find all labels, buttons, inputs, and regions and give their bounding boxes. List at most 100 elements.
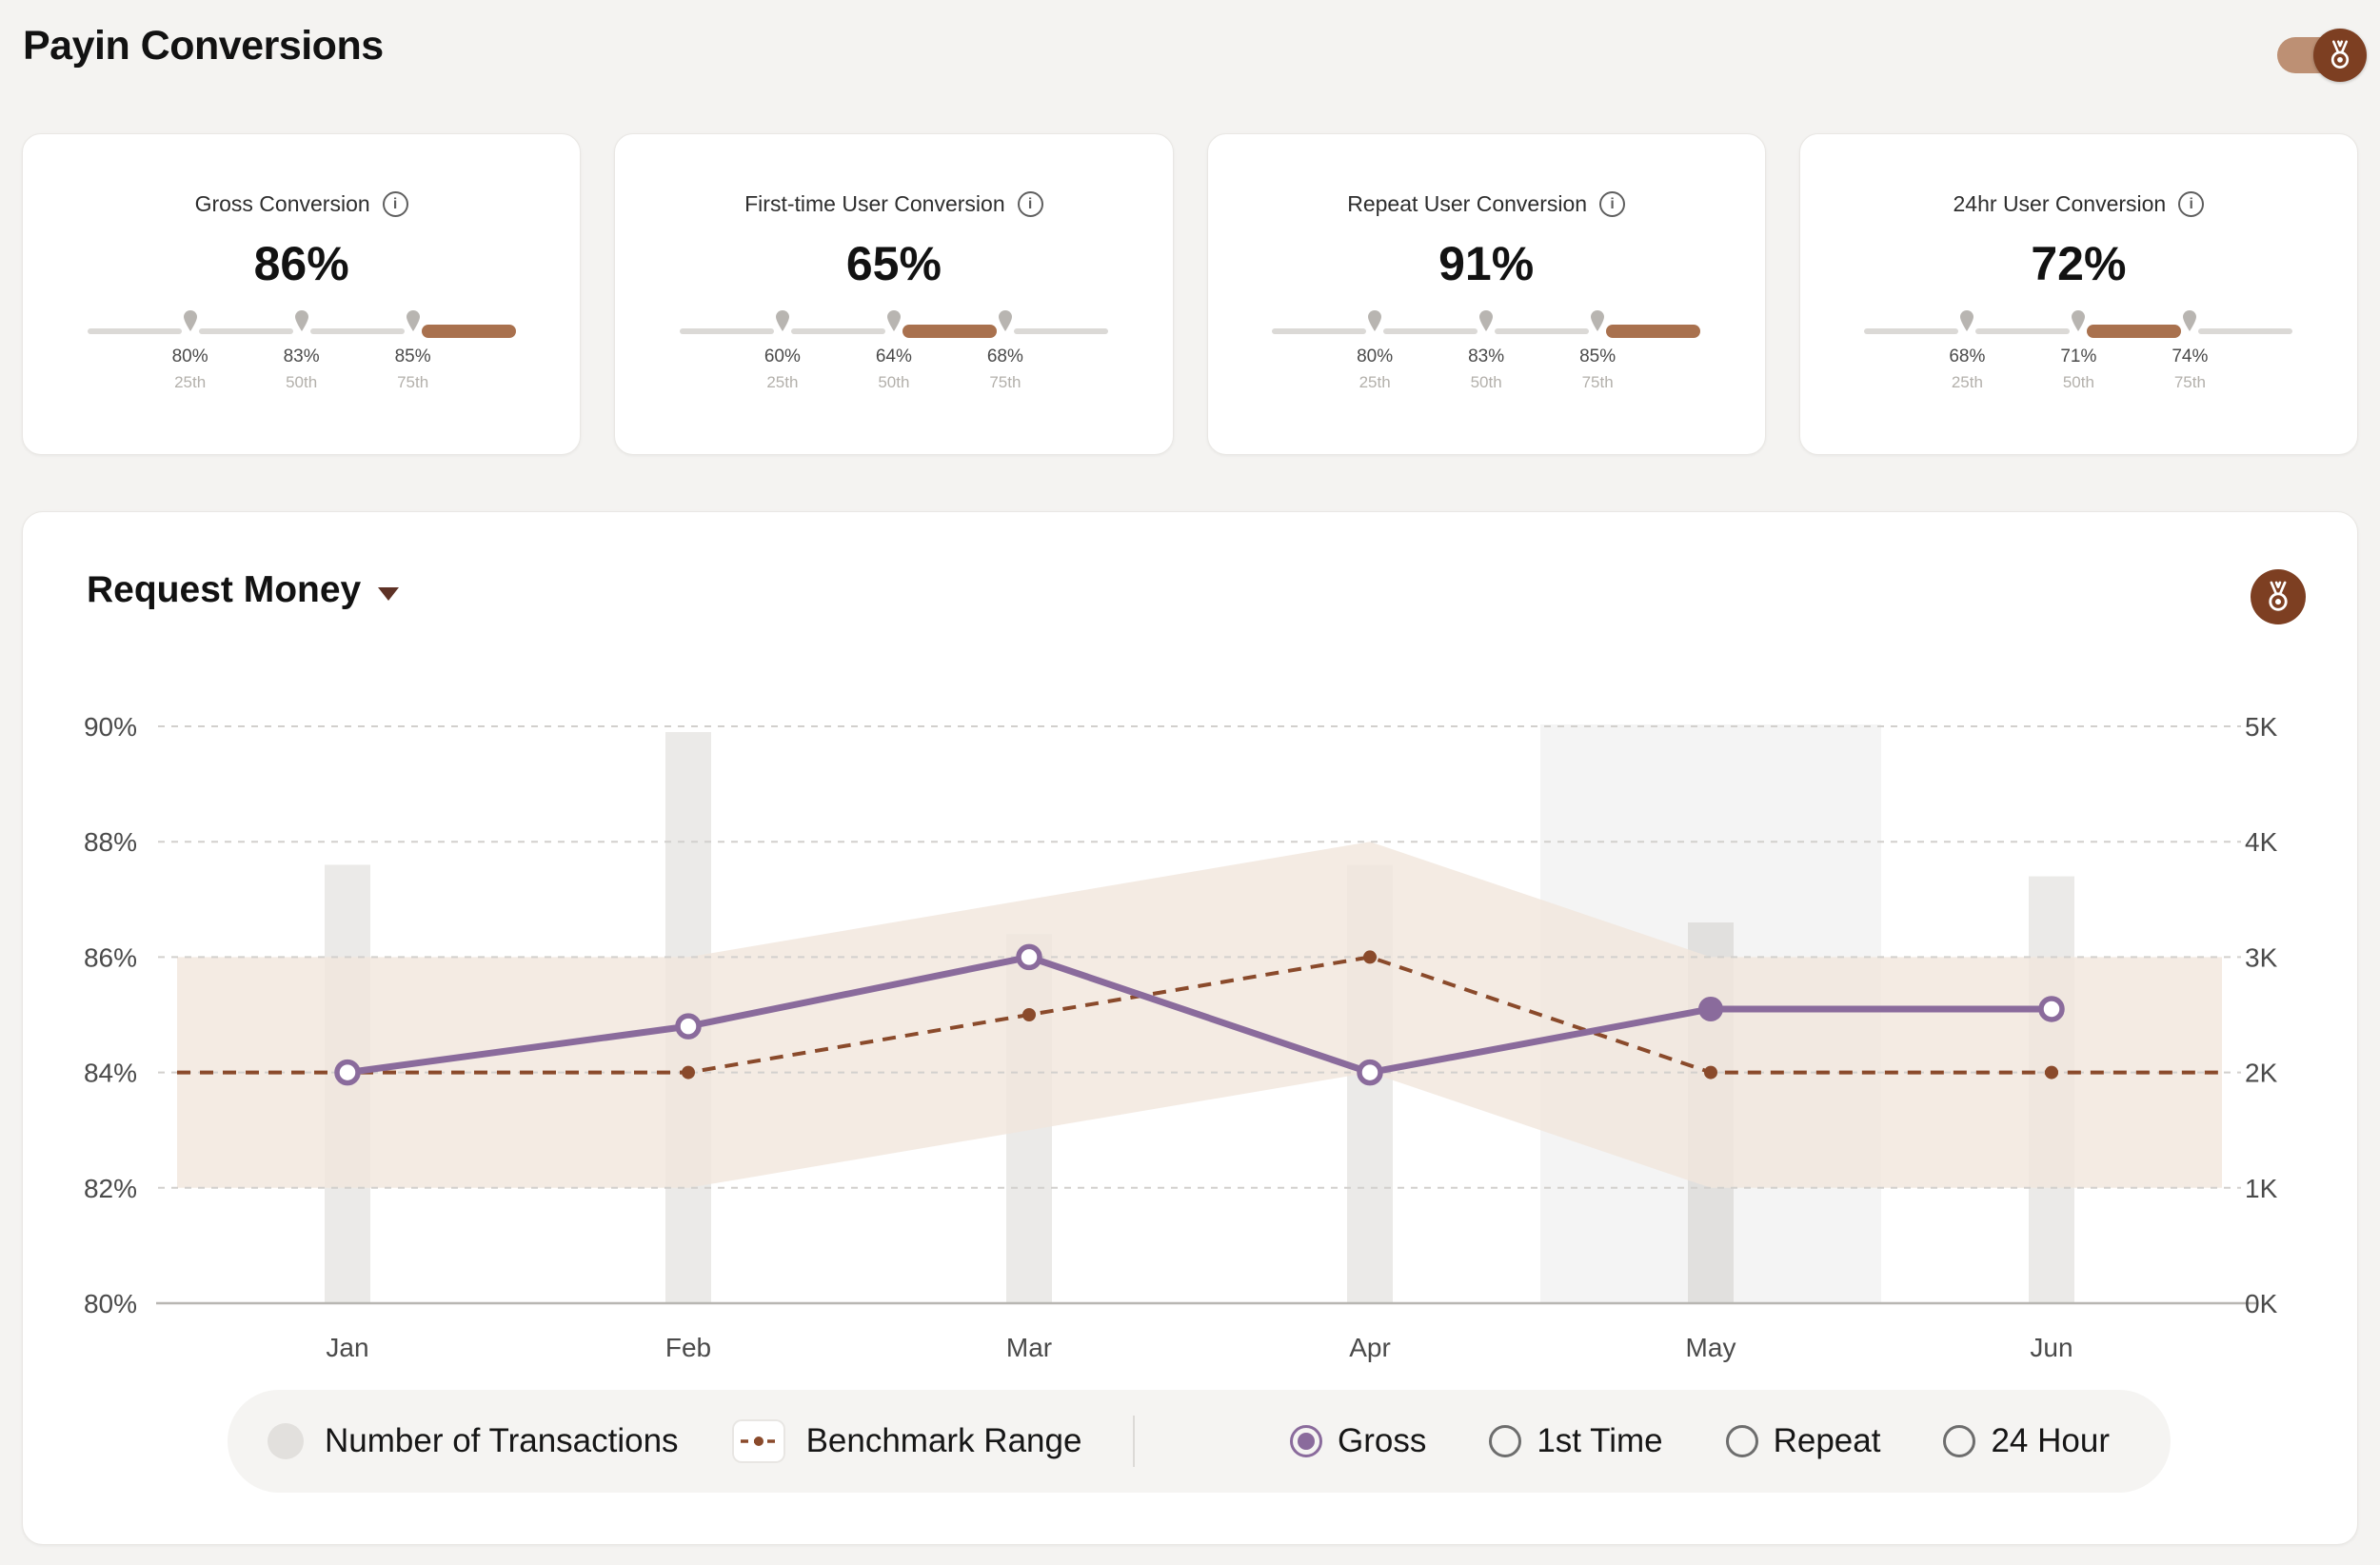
conversion-chart[interactable]: 80% 82% 84% 86% 88% 90% 0K 1K 2K 3K 4K 5K Jan Feb Mar A… bbox=[23, 683, 2359, 1388]
progress-segment bbox=[902, 325, 997, 338]
info-icon[interactable]: i bbox=[1599, 191, 1626, 217]
radio-option-1st-time[interactable]: 1st Time bbox=[1489, 1422, 1663, 1460]
percentile-label: 50th bbox=[286, 373, 318, 391]
percentile-value: 68% bbox=[1949, 347, 1986, 366]
percentile-bar bbox=[1272, 310, 1701, 339]
percentile-bar bbox=[87, 310, 516, 339]
percentile-label: 50th bbox=[878, 373, 910, 391]
metric-dropdown[interactable]: Request Money bbox=[87, 569, 400, 611]
page-title: Payin Conversions bbox=[23, 23, 384, 69]
svg-text:2K: 2K bbox=[2245, 1059, 2278, 1088]
percentile-pin-icon bbox=[2072, 310, 2086, 331]
card-value: 91% bbox=[1438, 237, 1535, 290]
svg-text:Mar: Mar bbox=[1006, 1333, 1052, 1362]
radio-option-24-hour[interactable]: 24 Hour bbox=[1943, 1422, 2110, 1460]
progress-segment bbox=[679, 328, 774, 334]
svg-text:May: May bbox=[1686, 1333, 1736, 1362]
percentile-value: 64% bbox=[875, 347, 912, 366]
percentile-value: 71% bbox=[2060, 347, 2097, 366]
radio-label: Gross bbox=[1337, 1422, 1427, 1459]
card-title: First-time User Conversion bbox=[744, 191, 1005, 216]
progress-segment bbox=[421, 325, 516, 338]
svg-text:Jan: Jan bbox=[326, 1333, 368, 1362]
svg-text:0K: 0K bbox=[2245, 1289, 2278, 1318]
kpi-card-first-time: First-time User Conversion i 65% 60% 25th… bbox=[614, 133, 1174, 455]
svg-text:3K: 3K bbox=[2245, 942, 2278, 972]
percentile-pin-icon bbox=[998, 310, 1012, 331]
percentile-value: 85% bbox=[1579, 347, 1616, 366]
legend-bar: Number of Transactions Benchmark Range G… bbox=[228, 1390, 2171, 1493]
progress-segment bbox=[790, 328, 885, 334]
svg-text:Feb: Feb bbox=[665, 1333, 711, 1362]
svg-text:4K: 4K bbox=[2245, 827, 2278, 857]
percentile-label: 75th bbox=[989, 373, 1021, 391]
info-icon[interactable]: i bbox=[2178, 191, 2205, 217]
card-title: 24hr User Conversion bbox=[1953, 191, 2167, 216]
percentile-bar bbox=[1864, 310, 2293, 339]
progress-segment bbox=[87, 328, 182, 334]
percentile-label: 75th bbox=[1581, 373, 1614, 391]
progress-segment bbox=[1606, 325, 1701, 338]
legend-benchmark-label: Benchmark Range bbox=[805, 1422, 1082, 1459]
percentile-label: 75th bbox=[397, 373, 429, 391]
info-icon[interactable]: i bbox=[1017, 191, 1043, 217]
percentile-value: 80% bbox=[1357, 347, 1394, 366]
kpi-cards-row: Gross Conversion i 86% 80% 25th 83% 50th 8… bbox=[22, 133, 2358, 455]
benchmark-toggle[interactable] bbox=[2277, 29, 2367, 82]
radio-icon bbox=[1725, 1425, 1758, 1457]
percentile-value: 83% bbox=[1468, 347, 1505, 366]
svg-text:88%: 88% bbox=[84, 827, 137, 857]
card-value: 65% bbox=[845, 237, 942, 290]
percentile-label: 50th bbox=[1470, 373, 1502, 391]
percentile-value: 74% bbox=[2172, 347, 2209, 366]
radio-icon bbox=[1943, 1425, 1976, 1457]
percentile-pin-icon bbox=[886, 310, 901, 331]
metric-radio-group: Gross 1st Time Repeat 24 Hour bbox=[1289, 1422, 2131, 1460]
info-icon[interactable]: i bbox=[382, 191, 408, 217]
percentile-pin-icon bbox=[1368, 310, 1382, 331]
svg-text:5K: 5K bbox=[2245, 712, 2278, 742]
chart-card: Request Money 80% 82% 84% 86% 88% 90% 0K 1K 2K 3K… bbox=[22, 511, 2358, 1545]
percentile-value: 80% bbox=[171, 347, 208, 366]
percentile-value: 83% bbox=[283, 347, 320, 366]
percentile-pin-icon bbox=[406, 310, 420, 331]
legend-transactions-label: Number of Transactions bbox=[325, 1422, 679, 1459]
percentile-pin-icon bbox=[1591, 310, 1605, 331]
card-title: Gross Conversion bbox=[194, 191, 370, 216]
radio-option-gross[interactable]: Gross bbox=[1289, 1422, 1427, 1460]
benchmark-swatch-icon bbox=[731, 1419, 785, 1463]
percentile-pin-icon bbox=[1960, 310, 1974, 331]
kpi-card-repeat: Repeat User Conversion i 91% 80% 25th 83%… bbox=[1206, 133, 1766, 455]
progress-segment bbox=[309, 328, 405, 334]
radio-icon bbox=[1489, 1425, 1522, 1457]
percentile-bar bbox=[679, 310, 1108, 339]
percentile-value: 68% bbox=[986, 347, 1023, 366]
radio-label: Repeat bbox=[1773, 1422, 1881, 1459]
radio-label: 24 Hour bbox=[1991, 1422, 2110, 1459]
progress-segment bbox=[2198, 328, 2293, 334]
chevron-down-icon bbox=[378, 587, 400, 601]
transactions-swatch-icon bbox=[268, 1423, 304, 1459]
radio-option-repeat[interactable]: Repeat bbox=[1725, 1422, 1881, 1460]
dropdown-label: Request Money bbox=[87, 569, 362, 610]
legend-transactions-toggle[interactable]: Number of Transactions bbox=[268, 1422, 679, 1460]
svg-text:90%: 90% bbox=[84, 712, 137, 742]
progress-segment bbox=[198, 328, 293, 334]
card-value: 72% bbox=[2031, 237, 2127, 290]
progress-segment bbox=[1013, 328, 1108, 334]
kpi-card-gross: Gross Conversion i 86% 80% 25th 83% 50th 8… bbox=[22, 133, 582, 455]
percentile-label: 25th bbox=[1359, 373, 1391, 391]
progress-segment bbox=[2087, 325, 2182, 338]
percentile-value: 60% bbox=[764, 347, 801, 366]
divider bbox=[1133, 1416, 1136, 1467]
progress-segment bbox=[1272, 328, 1367, 334]
progress-segment bbox=[1495, 328, 1590, 334]
percentile-pin-icon bbox=[294, 310, 308, 331]
svg-text:82%: 82% bbox=[84, 1174, 137, 1203]
medal-icon[interactable] bbox=[2251, 569, 2306, 624]
svg-text:1K: 1K bbox=[2245, 1174, 2278, 1203]
progress-segment bbox=[1383, 328, 1478, 334]
svg-text:86%: 86% bbox=[84, 942, 137, 972]
legend-benchmark-toggle[interactable]: Benchmark Range bbox=[731, 1419, 1082, 1463]
